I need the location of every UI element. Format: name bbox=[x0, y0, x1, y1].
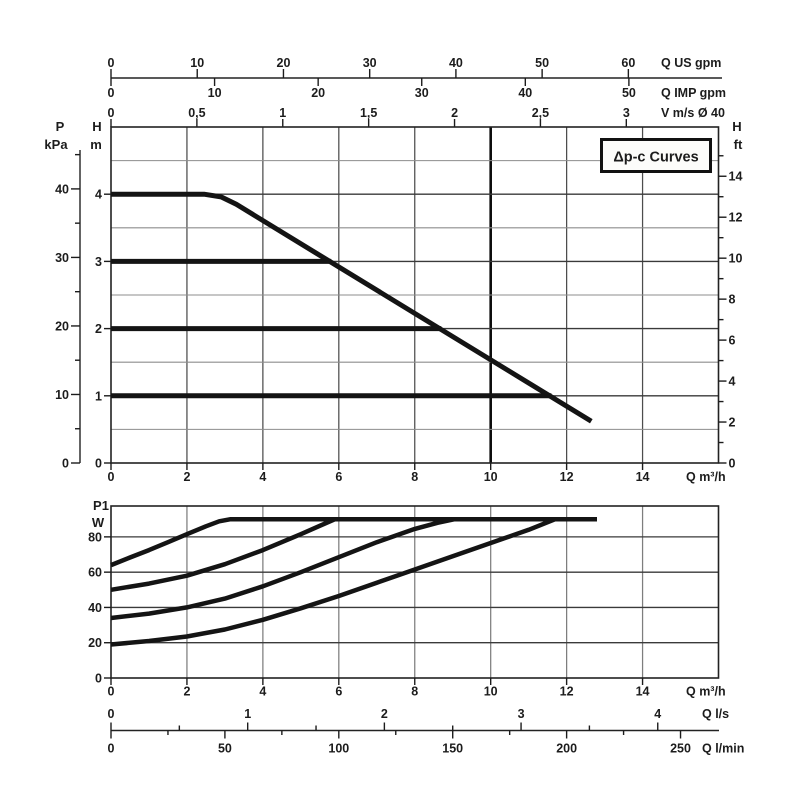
head-ft-tick-label: 2 bbox=[729, 416, 736, 430]
head-m-tick-label: 4 bbox=[95, 188, 102, 202]
flow-tick-label: 12 bbox=[560, 470, 574, 484]
head-ft-axis-name: H bbox=[732, 119, 741, 134]
power-min-setting bbox=[110, 517, 557, 647]
power-tick-label: 20 bbox=[88, 636, 102, 650]
legend-border bbox=[600, 138, 712, 173]
velocity-tick-label: 1 bbox=[279, 106, 286, 120]
head-m-tick-label: 2 bbox=[95, 322, 102, 336]
head-ft-tick-label: 10 bbox=[729, 252, 743, 266]
head-ft-tick-label: 8 bbox=[729, 293, 736, 307]
us-gpm-tick-label: 50 bbox=[535, 56, 549, 70]
head-ft-tick-label: 0 bbox=[729, 457, 736, 471]
power-setting-3 bbox=[110, 517, 336, 593]
us-gpm-tick-label: 20 bbox=[277, 56, 291, 70]
flow-tick-label: 2 bbox=[183, 470, 190, 484]
head-m-tick-label: 1 bbox=[95, 389, 102, 403]
lmin-tick-label: 0 bbox=[108, 742, 115, 756]
flow-axis-label: Q m³/h bbox=[686, 685, 726, 699]
power-max-setting bbox=[110, 516, 597, 568]
ls-tick-label: 2 bbox=[381, 707, 388, 721]
pressure-axis-name: P bbox=[56, 119, 65, 134]
head-ft-tick-label: 4 bbox=[729, 375, 736, 389]
flow-tick-label: 10 bbox=[484, 470, 498, 484]
us-gpm-tick-label: 30 bbox=[363, 56, 377, 70]
velocity-tick-label: 2 bbox=[451, 106, 458, 120]
velocity-tick-label: 0 bbox=[108, 106, 115, 120]
pump-curve-max-speed bbox=[111, 191, 593, 424]
flow-tick-label: 14 bbox=[636, 470, 650, 484]
lmin-tick-label: 150 bbox=[442, 742, 463, 756]
lmin-tick-label: 50 bbox=[218, 742, 232, 756]
flow-tick-label: 6 bbox=[335, 685, 342, 699]
pressure-axis-unit: kPa bbox=[44, 137, 68, 152]
flow-tick-label: 12 bbox=[560, 685, 574, 699]
us-gpm-tick-label: 40 bbox=[449, 56, 463, 70]
imp-gpm-tick-label: 20 bbox=[311, 86, 325, 100]
kpa-tick-label: 20 bbox=[55, 319, 69, 333]
power-flow-chart: 0 20 40 60 80 P1 W 0 2 4 6 8 10 12 14 Q m³/h bbox=[88, 498, 726, 699]
velocity-tick-label: 2,5 bbox=[532, 106, 549, 120]
us-gpm-axis-label: Q US gpm bbox=[661, 56, 721, 70]
ls-tick-label: 3 bbox=[518, 707, 525, 721]
head-m-tick-label: 0 bbox=[95, 457, 102, 471]
us-gpm-tick-label: 0 bbox=[108, 56, 115, 70]
imp-gpm-tick-label: 40 bbox=[518, 86, 532, 100]
lmin-tick-label: 200 bbox=[556, 742, 577, 756]
us-gpm-tick-label: 60 bbox=[621, 56, 635, 70]
flow-tick-label: 0 bbox=[108, 685, 115, 699]
power-axis-unit: W bbox=[92, 515, 105, 530]
lmin-axis-label: Q l/min bbox=[702, 742, 744, 756]
legend-label: Δp-c Curves bbox=[613, 150, 698, 166]
flow-tick-label: 4 bbox=[259, 470, 266, 484]
velocity-tick-label: 0,5 bbox=[188, 106, 205, 120]
lmin-tick-label: 100 bbox=[328, 742, 349, 756]
kpa-tick-label: 10 bbox=[55, 388, 69, 402]
head-axis-unit: m bbox=[90, 137, 102, 152]
power-tick-label: 0 bbox=[95, 672, 102, 686]
velocity-tick-label: 1,5 bbox=[360, 106, 377, 120]
imp-gpm-tick-label: 0 bbox=[108, 86, 115, 100]
lmin-tick-label: 250 bbox=[670, 742, 691, 756]
velocity-axis-label: V m/s Ø 40 bbox=[661, 106, 725, 120]
head-ft-axis-unit: ft bbox=[734, 137, 743, 152]
imp-gpm-tick-label: 30 bbox=[415, 86, 429, 100]
flow-tick-label: 10 bbox=[484, 685, 498, 699]
flow-tick-label: 0 bbox=[108, 470, 115, 484]
kpa-tick-label: 40 bbox=[55, 182, 69, 196]
dpc-curves-legend: Δp-c Curves bbox=[600, 138, 712, 173]
kpa-tick-label: 30 bbox=[55, 251, 69, 265]
imp-gpm-tick-label: 10 bbox=[208, 86, 222, 100]
imp-gpm-axis-label: Q IMP gpm bbox=[661, 86, 726, 100]
power-setting-2 bbox=[110, 516, 456, 621]
flow-axis-label: Q m³/h bbox=[686, 470, 726, 484]
flow-tick-label: 4 bbox=[259, 685, 266, 699]
ls-tick-label: 1 bbox=[244, 707, 251, 721]
flow-tick-label: 8 bbox=[411, 685, 418, 699]
head-ft-tick-label: 12 bbox=[729, 211, 743, 225]
flow-tick-label: 6 bbox=[335, 470, 342, 484]
head-ft-tick-label: 14 bbox=[729, 170, 743, 184]
head-ft-tick-label: 6 bbox=[729, 334, 736, 348]
ls-tick-label: 4 bbox=[654, 707, 661, 721]
flow-tick-label: 8 bbox=[411, 470, 418, 484]
power-tick-label: 60 bbox=[88, 566, 102, 580]
imp-gpm-tick-label: 50 bbox=[622, 86, 636, 100]
us-gpm-tick-label: 10 bbox=[190, 56, 204, 70]
power-tick-label: 80 bbox=[88, 530, 102, 544]
flow-tick-label: 2 bbox=[183, 685, 190, 699]
head-axis-name: H bbox=[92, 119, 101, 134]
ls-tick-label: 0 bbox=[108, 707, 115, 721]
power-tick-label: 40 bbox=[88, 601, 102, 615]
ls-axis-label: Q l/s bbox=[702, 707, 729, 721]
head-m-tick-label: 3 bbox=[95, 255, 102, 269]
flow-tick-label: 14 bbox=[636, 685, 650, 699]
velocity-tick-label: 3 bbox=[623, 106, 630, 120]
power-axis-name: P1 bbox=[93, 498, 109, 513]
kpa-tick-label: 0 bbox=[62, 457, 69, 471]
bottom-flow-unit-scales: 0 1 2 3 4 Q l/s 0 50 100 150 200 250 Q l/min bbox=[108, 707, 745, 756]
